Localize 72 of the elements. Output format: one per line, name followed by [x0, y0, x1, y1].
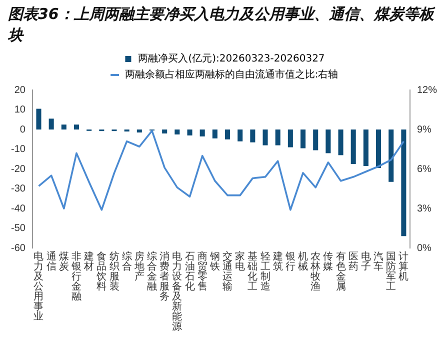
bar — [61, 124, 66, 130]
legend-label: 两融余额占相应两融标的自由流通市值之比:右轴 — [124, 68, 338, 81]
x-tick-label: 建筑 — [272, 250, 283, 273]
bar — [388, 130, 394, 182]
x-tick-label: 电力设备及新能源 — [172, 250, 182, 333]
bar — [275, 130, 280, 146]
bar — [212, 130, 218, 138]
bar — [238, 130, 243, 142]
x-tick-label: 电子 — [360, 250, 371, 273]
y-tick-label: -40 — [11, 203, 26, 214]
bar — [200, 130, 205, 136]
bar — [326, 130, 331, 154]
bar — [350, 130, 356, 164]
y-tick-label: -20 — [11, 164, 26, 175]
x-tick-label: 纺织服装 — [109, 250, 120, 293]
x-tick-label: 建材 — [83, 250, 94, 273]
y-tick-label: 20 — [14, 84, 26, 96]
x-tick-label: 交通运输 — [222, 250, 233, 293]
x-tick-label: 综合金融 — [147, 250, 158, 293]
bar — [174, 130, 180, 134]
bar — [224, 130, 230, 140]
x-tick-label: 机械 — [298, 250, 308, 273]
y-tick-label: -30 — [11, 184, 26, 194]
bar — [376, 130, 382, 168]
bar — [288, 130, 293, 148]
x-tick-label: 食品饮料 — [96, 250, 107, 293]
y-tick-label: -60 — [11, 242, 26, 254]
y-tick-label: -10 — [11, 144, 26, 155]
x-tick-label: 电力及公用事业 — [34, 250, 44, 323]
x-tick-label: 汽车 — [374, 250, 384, 273]
bar — [363, 130, 368, 166]
y-tick-label: 10 — [14, 104, 26, 116]
x-tick-label: 医药 — [348, 252, 358, 273]
bar — [262, 130, 268, 146]
x-tick-label: 非银行金融 — [70, 250, 82, 303]
bar — [48, 118, 54, 130]
x-tick-label: 石油石化 — [184, 252, 195, 293]
x-tick-label: 基础化工 — [246, 250, 258, 293]
bar — [338, 130, 344, 156]
x-tick-label: 计算机 — [398, 250, 409, 283]
bar — [250, 130, 256, 142]
y2-tick-label: 0% — [416, 242, 432, 254]
x-tick-label: 传媒 — [323, 252, 334, 273]
x-tick-label: 农林牧渔 — [310, 252, 321, 293]
y2-tick-label: 3% — [416, 203, 432, 214]
x-tick-label: 有色金属 — [336, 250, 346, 293]
x-tick-label: 钢铁 — [208, 252, 220, 273]
x-tick-label: 家电 — [235, 250, 246, 273]
x-tick-label: 商贸零售 — [197, 250, 208, 293]
y2-tick-label: 6% — [416, 164, 432, 175]
bar — [136, 130, 142, 132]
x-tick-label: 房地产 — [133, 250, 144, 283]
bar — [162, 130, 168, 134]
bar — [36, 108, 42, 130]
y2-tick-label: 12% — [416, 84, 438, 96]
y-tick-label: 0 — [20, 124, 26, 136]
x-tick-label: 银行 — [284, 252, 296, 273]
y-tick-label: -50 — [11, 223, 26, 234]
y2-tick-label: 9% — [416, 124, 432, 136]
bar — [300, 130, 306, 148]
x-tick-label: 通信 — [46, 250, 56, 273]
x-tick-label: 消费者服务 — [160, 250, 170, 303]
x-tick-label: 综合 — [122, 250, 132, 273]
legend-label: 两融净买入(亿元):20260323-20260327 — [138, 52, 325, 65]
bar — [401, 130, 406, 236]
chart-title: 图表36：上周两融主要净买入电力及公用事业、通信、煤炭等板块 — [7, 4, 436, 46]
x-tick-label: 国防军工 — [386, 252, 396, 293]
bar — [74, 124, 80, 130]
bar — [187, 130, 192, 136]
x-tick-label: 煤炭 — [58, 250, 69, 273]
x-tick-label: 轻工制造 — [260, 250, 270, 293]
bar — [313, 130, 318, 150]
